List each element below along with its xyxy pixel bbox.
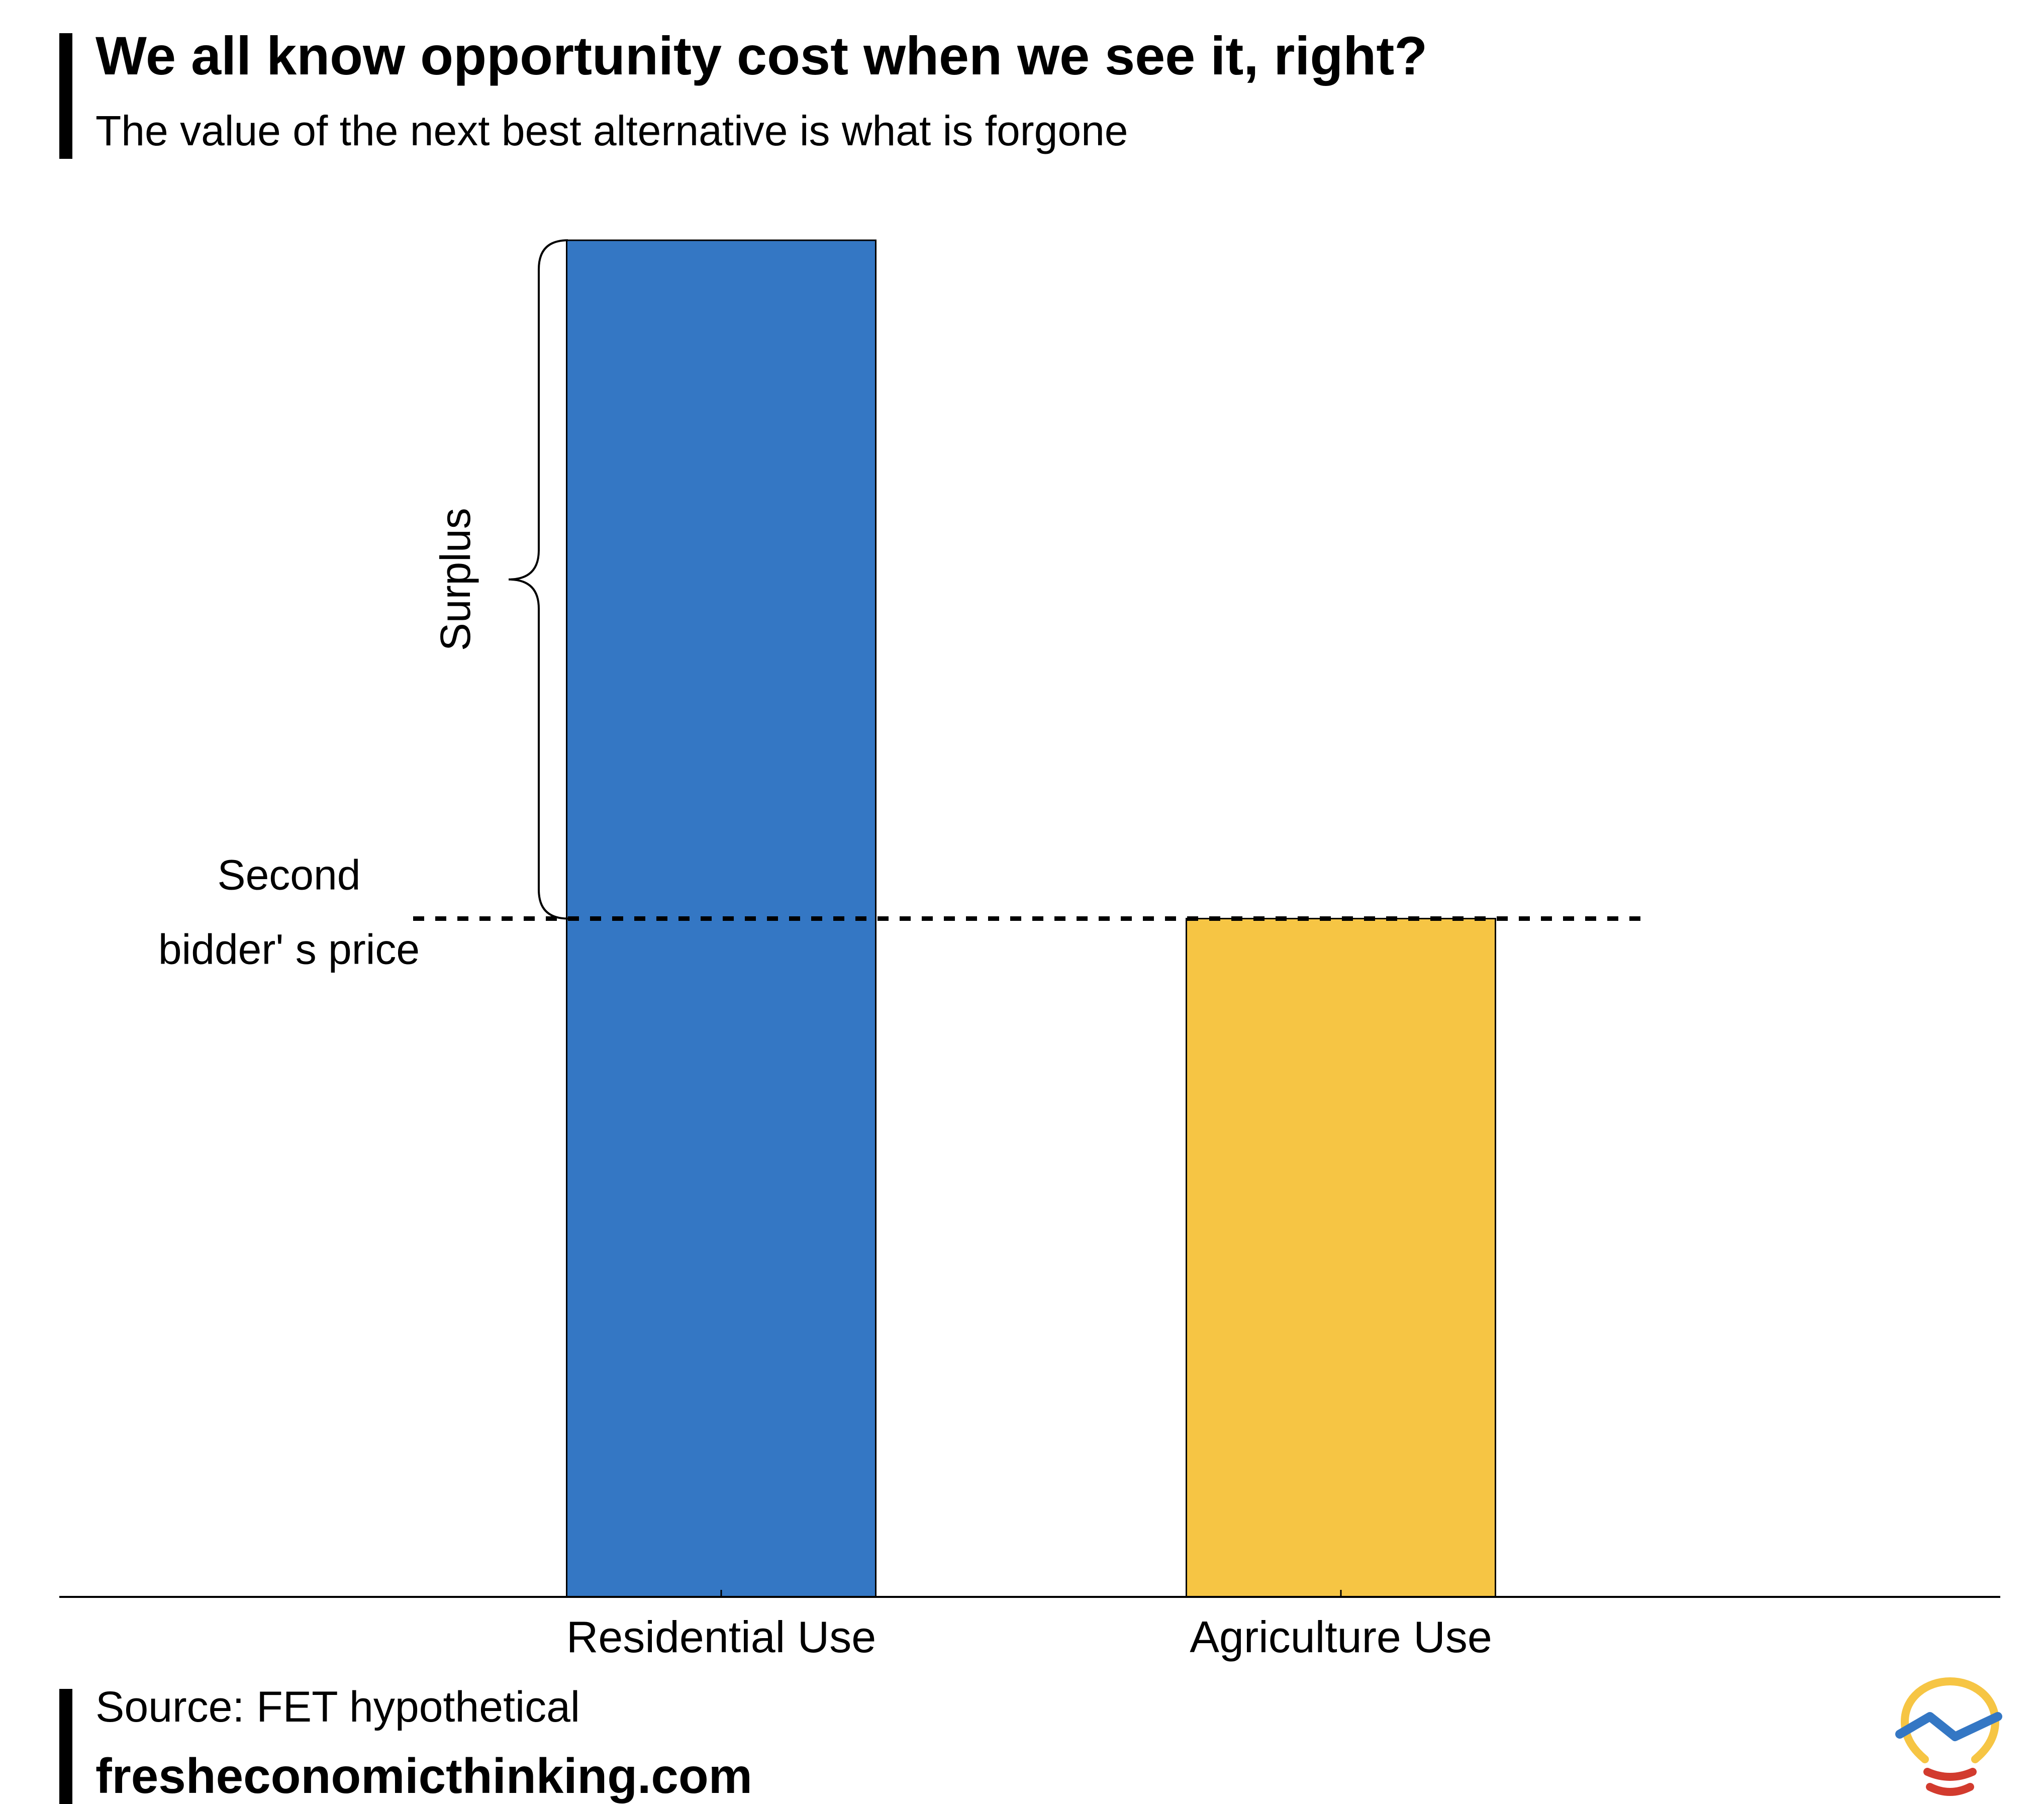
x-ticks-group: Residential Use Agriculture Use — [566, 1590, 1492, 1662]
footer-accent-bar — [59, 1689, 72, 1804]
reference-label-line1: Second — [218, 851, 361, 899]
reference-label-line2: bidder' s price — [158, 926, 420, 973]
surplus-label: Surplus — [432, 508, 479, 651]
title-accent-bar — [59, 33, 72, 159]
website-label: fresheconomicthinking.com — [95, 1748, 752, 1803]
source-note: Source: FET hypothetical — [95, 1683, 580, 1731]
lightbulb-icon — [1895, 1677, 2002, 1796]
bar-agriculture-use — [1186, 918, 1496, 1598]
surplus-brace — [508, 239, 568, 920]
chart-subtitle: The value of the next best alternative i… — [95, 107, 1128, 154]
x-tick-label: Residential Use — [566, 1612, 876, 1662]
x-tick-label: Agriculture Use — [1190, 1612, 1492, 1662]
bars-group — [566, 239, 1496, 1598]
chart-title: We all know opportunity cost when we see… — [95, 25, 1428, 86]
